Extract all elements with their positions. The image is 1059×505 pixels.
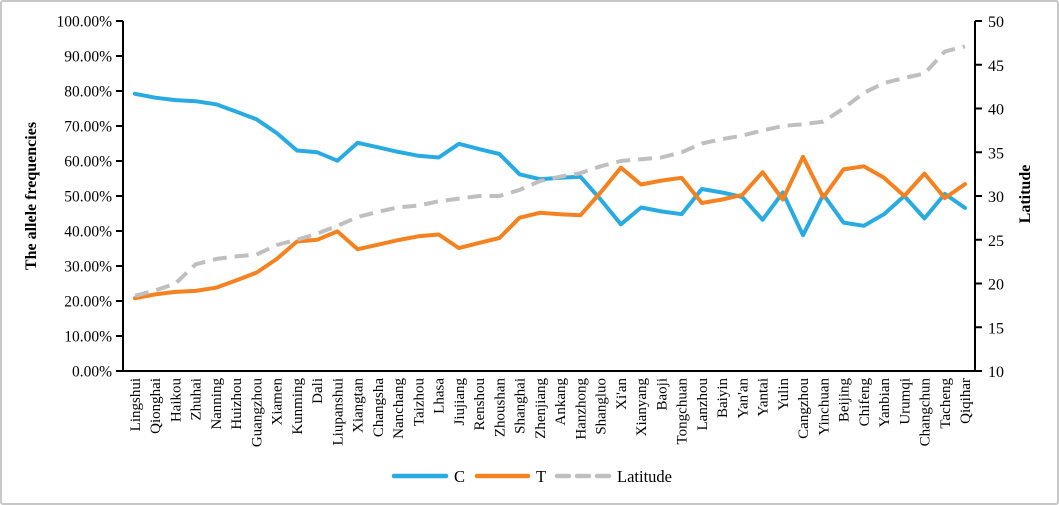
x-axis-category-label: Lanzhou [695, 378, 711, 431]
left-axis-tick-label: 10.00% [64, 329, 112, 346]
x-axis-category-label: Nanchang [391, 378, 407, 439]
x-axis-category-label: Beijing [837, 378, 853, 423]
x-axis-category-label: Ankang [553, 378, 569, 426]
series-line-c [133, 91, 967, 238]
x-axis-category-label: Jiujiang [452, 378, 468, 426]
x-axis-category-label: Xi'an [614, 378, 630, 410]
x-axis-category-label: Baoji [654, 378, 670, 411]
left-axis-tick-label: 40.00% [64, 224, 112, 241]
right-axis-tick-label: 25 [988, 233, 1004, 250]
right-axis-tick-label: 35 [988, 145, 1004, 162]
left-axis-title: The allele frequencies [23, 122, 40, 270]
legend: C T Latitude [391, 467, 672, 486]
x-axis-category-label: Lingshui [128, 378, 144, 431]
x-axis-category-label: Yinchuan [816, 378, 832, 436]
x-axis-category-label: Shangluo [594, 378, 610, 435]
x-axis-category-label: Lhasa [432, 378, 448, 414]
x-axis-category-label: Zhenjiang [533, 378, 549, 439]
x-axis-category-label: Liupanshui [330, 378, 346, 446]
x-axis-category-label: Haikou [168, 378, 184, 423]
left-axis-tick-label: 70.00% [64, 119, 112, 136]
x-axis-category-label: Tongchuan [675, 378, 691, 445]
axes [122, 21, 976, 372]
x-axis-category-label: Kunming [290, 378, 306, 435]
right-axis-tick-label: 20 [988, 277, 1004, 294]
series-line-t [133, 154, 967, 301]
x-axis-category-label: Urumqi [897, 378, 913, 425]
legend-label: C [454, 467, 465, 486]
left-axis-tick-label: 60.00% [64, 154, 112, 171]
x-axis-category-label: Xiangtan [351, 378, 367, 433]
left-axis-tick-label: 20.00% [64, 294, 112, 311]
right-axis-tick-label: 10 [988, 364, 1004, 381]
x-axis-category-label: Xianyang [634, 378, 650, 437]
x-axis-category-label: Changsha [371, 378, 387, 438]
right-axis-tick-label: 30 [988, 189, 1004, 206]
x-axis-category-label: Huizhou [229, 378, 245, 430]
right-axis-title: Latitude [1017, 165, 1034, 224]
left-axis-tick-label: 100.00% [56, 14, 112, 31]
x-axis-category-label: Shanghai [513, 378, 529, 434]
x-axis-category-label: Changchun [918, 378, 934, 447]
left-axis-tick-label: 50.00% [64, 189, 112, 206]
x-axis-category-label: Dali [310, 378, 326, 404]
left-axis-tick-label: 80.00% [64, 84, 112, 101]
x-axis-category-label: Yulin [776, 378, 792, 411]
x-axis-category-label: Yan'an [735, 378, 751, 419]
x-axis-category-label: Yanbian [877, 378, 893, 428]
legend-label: T [536, 467, 546, 486]
x-axis-category-label: Guangzhou [249, 378, 265, 448]
x-axis-category-label: Qionghai [148, 378, 164, 434]
x-axis-category-label: Qiqihar [958, 378, 974, 424]
left-axis-tick-label: 90.00% [64, 49, 112, 66]
x-axis-category-label: Nanning [209, 378, 225, 430]
left-axis-tick-label: 0.00% [72, 364, 112, 381]
legend-label: Latitude [617, 467, 672, 486]
x-axis-category-label: Xiamen [270, 378, 286, 426]
x-axis-category-label: Chifeng [857, 378, 873, 427]
x-axis-category-label: Baiyin [715, 378, 731, 418]
x-axis-category-label: Taizhou [411, 378, 427, 427]
x-axis-category-label: Tacheng [938, 378, 954, 429]
x-axis-category-label: Yantai [756, 378, 772, 416]
right-axis-tick-label: 40 [988, 102, 1004, 119]
x-axis-category-label: Cangzhou [796, 378, 812, 439]
right-axis-tick-label: 15 [988, 320, 1004, 337]
x-axis-category-label: Hanzhong [573, 378, 589, 440]
right-axis-tick-label: 45 [988, 58, 1004, 75]
left-axis-tick-label: 30.00% [64, 259, 112, 276]
x-axis-category-label: Zhuhai [189, 378, 205, 421]
right-axis-tick-label: 50 [988, 14, 1004, 31]
x-axis-category-label: Renshou [472, 378, 488, 431]
x-axis-category-label: Zhoushan [492, 378, 508, 438]
